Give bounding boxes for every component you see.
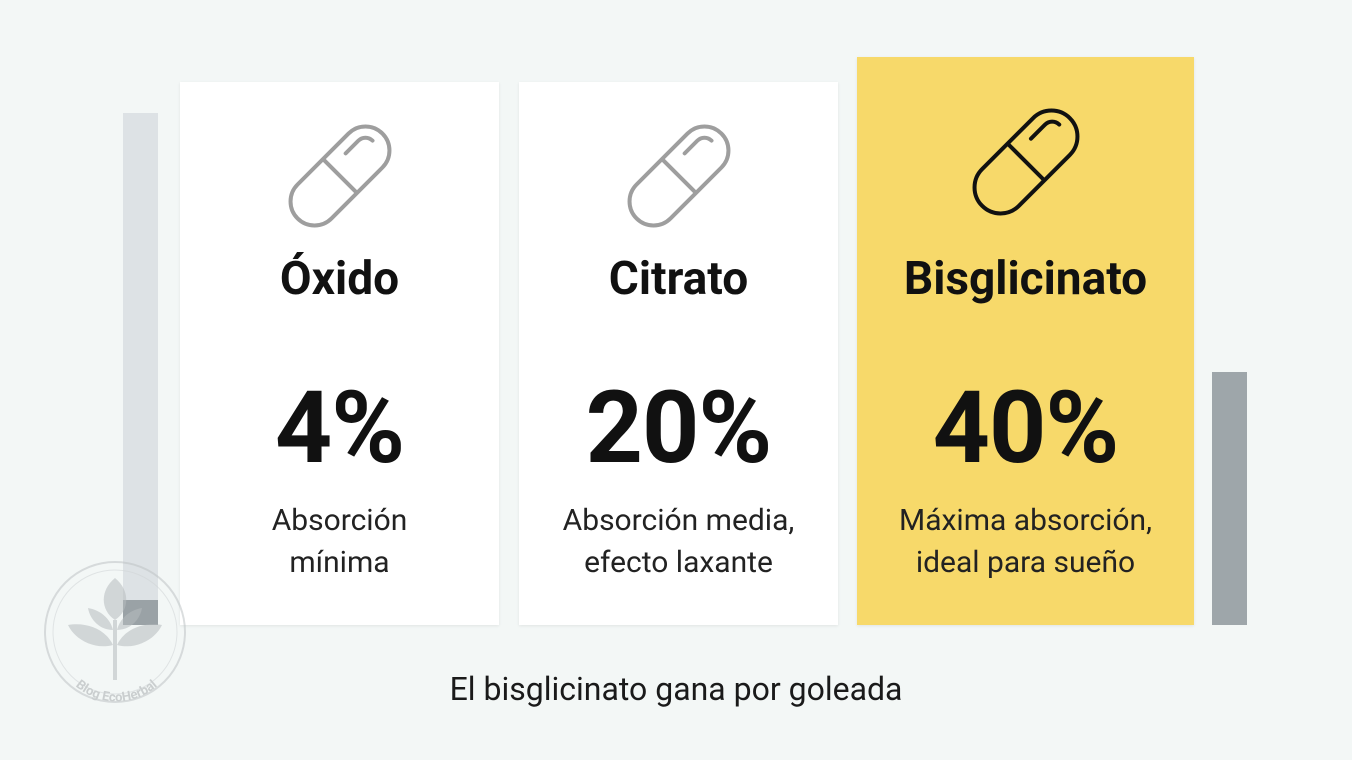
desc-line: Absorción media, <box>562 503 795 538</box>
desc-line: Máxima absorción, <box>899 503 1152 538</box>
desc-line: efecto laxante <box>584 545 773 580</box>
card: Citrato 20% Absorción media, efecto laxa… <box>519 82 838 625</box>
watermark: Blog EcoHerbal <box>44 561 186 706</box>
card-value: 40% <box>932 370 1120 487</box>
pill-icon <box>627 124 730 228</box>
card-value: 4% <box>274 370 405 487</box>
watermark-text: Blog EcoHerbal <box>73 677 160 705</box>
card-title: Citrato <box>608 252 749 306</box>
card-title: Óxido <box>279 252 400 306</box>
watermark-text: Blog EcoHerbal <box>73 677 160 705</box>
desc-line: Absorción <box>271 503 408 538</box>
desc-line: ideal para sueño <box>915 545 1136 580</box>
card-title: Bisglicinato <box>903 252 1148 306</box>
decor-bar <box>123 113 158 625</box>
card-description: Absorción media, efecto laxante <box>519 500 838 584</box>
pill-icon <box>972 108 1079 216</box>
caption: El bisglicinato gana por goleada <box>449 670 903 708</box>
card: Óxido 4% Absorción mínima <box>180 82 499 625</box>
decor-bar <box>1212 372 1247 625</box>
pill-icon <box>288 124 391 228</box>
card-value: 20% <box>585 370 773 487</box>
card-description: Máxima absorción, ideal para sueño <box>857 500 1194 584</box>
card-description: Absorción mínima <box>180 500 499 584</box>
card-highlight: Bisglicinato 40% Máxima absorción, ideal… <box>857 57 1194 625</box>
desc-line: mínima <box>289 545 390 580</box>
